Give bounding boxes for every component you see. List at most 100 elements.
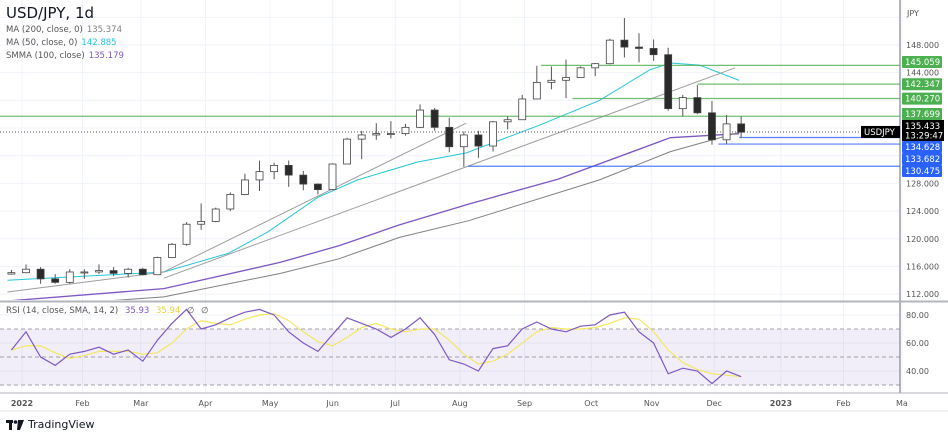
candle-body bbox=[445, 126, 454, 148]
time-tick: Feb bbox=[836, 399, 850, 408]
candle bbox=[299, 170, 308, 191]
candle bbox=[445, 117, 454, 153]
legend-ma50[interactable]: MA (50, close, 0) 142.885 bbox=[6, 37, 124, 50]
time-tick: Mar bbox=[133, 399, 149, 408]
price-label-bg bbox=[902, 141, 942, 153]
candle bbox=[649, 39, 658, 61]
candle bbox=[197, 203, 206, 230]
symbol-label-text: USDJPY bbox=[864, 128, 896, 138]
candle bbox=[503, 116, 512, 130]
rsi-legend-extra2: ∅ bbox=[201, 306, 209, 316]
candle-body bbox=[65, 271, 74, 283]
candle bbox=[343, 137, 351, 165]
trendline-0 bbox=[7, 271, 164, 293]
candle-body bbox=[401, 126, 410, 134]
candle-body bbox=[124, 268, 133, 274]
legend-smma100[interactable]: SMMA (100, close) 135.179 bbox=[6, 50, 124, 63]
candle bbox=[7, 269, 16, 275]
candle bbox=[591, 62, 600, 77]
time-tick: Ma bbox=[896, 399, 908, 408]
price-label-text: 140.270 bbox=[905, 95, 940, 105]
chart-legend: USD/JPY, 1d MA (200, close, 0) 135.374 MA… bbox=[6, 3, 124, 63]
time-tick: May bbox=[262, 399, 279, 408]
price-label-142.347: 142.347 bbox=[902, 78, 942, 91]
candle bbox=[357, 130, 366, 160]
rsi-legend-ma-value: 35.94 bbox=[156, 306, 181, 316]
time-tick: Feb bbox=[75, 399, 89, 408]
price-tick: 124.000 bbox=[906, 207, 939, 216]
price-label-text: 133.682 bbox=[905, 155, 940, 165]
currency-label: JPY bbox=[906, 9, 919, 18]
candle-body bbox=[328, 163, 337, 191]
symbol-label-bg bbox=[861, 125, 900, 138]
candle bbox=[518, 94, 527, 121]
candle-body bbox=[197, 221, 206, 225]
candle-body bbox=[722, 123, 731, 141]
price-label-bg bbox=[902, 78, 942, 91]
rsi-tick: 40.00 bbox=[906, 367, 929, 376]
candle bbox=[386, 121, 395, 139]
candle bbox=[313, 183, 322, 195]
price-label-bg bbox=[902, 56, 942, 68]
candle-body bbox=[95, 270, 103, 273]
legend-ma200[interactable]: MA (200, close, 0) 135.374 bbox=[6, 24, 124, 37]
rsi-tick: 60.00 bbox=[906, 339, 929, 348]
time-tick: 2023 bbox=[770, 399, 792, 408]
candle bbox=[138, 267, 147, 276]
time-tick: Sep bbox=[517, 399, 532, 408]
time-tick: Jun bbox=[325, 399, 339, 408]
candle-body bbox=[357, 134, 366, 140]
legend-ma200-label: MA (200, close, 0) bbox=[6, 25, 83, 35]
price-label-145.059: 145.059 bbox=[902, 56, 942, 68]
candle bbox=[708, 101, 716, 145]
candle-body bbox=[591, 63, 600, 69]
candle-body bbox=[80, 271, 89, 274]
candle bbox=[459, 131, 468, 167]
candle bbox=[168, 242, 176, 258]
rsi-legend[interactable]: RSI (14, close, SMA, 14, 2) 35.93 35.94 … bbox=[6, 306, 213, 316]
candle bbox=[284, 160, 293, 187]
candle bbox=[328, 163, 337, 191]
candle bbox=[211, 207, 220, 223]
rsi-ma-line bbox=[11, 312, 742, 378]
price-label-134.628: 134.628 bbox=[902, 141, 942, 153]
price-label-140.270: 140.270 bbox=[902, 92, 942, 105]
tradingview-logo-icon bbox=[6, 419, 24, 430]
tradingview-branding[interactable]: TradingView bbox=[6, 418, 94, 431]
candle-body bbox=[664, 54, 673, 110]
candle-body bbox=[416, 109, 424, 128]
candle-body bbox=[153, 257, 162, 276]
candle bbox=[51, 274, 60, 284]
candle-body bbox=[547, 79, 556, 83]
candle bbox=[489, 121, 497, 152]
last-price-bg bbox=[902, 120, 944, 141]
candle bbox=[547, 66, 556, 90]
candle-body bbox=[22, 268, 30, 274]
symbol-title[interactable]: USD/JPY, 1d bbox=[6, 4, 95, 22]
candle bbox=[605, 38, 614, 65]
candle-body bbox=[635, 46, 643, 49]
last-price-text: 135.433 bbox=[905, 122, 940, 132]
candle bbox=[635, 33, 643, 63]
candle-body bbox=[168, 243, 176, 258]
candle-body bbox=[605, 39, 614, 65]
price-label-bg bbox=[902, 108, 942, 120]
candle-body bbox=[7, 272, 16, 275]
candle-body bbox=[343, 138, 351, 165]
candle bbox=[430, 107, 439, 131]
candle bbox=[270, 162, 279, 180]
candle bbox=[65, 269, 74, 284]
time-tick: 2022 bbox=[11, 399, 33, 408]
price-label-text: 145.059 bbox=[905, 58, 940, 68]
price-label-bg bbox=[902, 165, 942, 177]
tradingview-name: TradingView bbox=[28, 418, 95, 431]
candle-body bbox=[693, 97, 702, 114]
time-tick: Oct bbox=[584, 399, 598, 408]
candle bbox=[109, 267, 118, 277]
candle-body bbox=[532, 81, 541, 100]
candle-body bbox=[518, 98, 527, 121]
candle-body bbox=[270, 165, 279, 173]
trendline-1 bbox=[163, 67, 736, 279]
